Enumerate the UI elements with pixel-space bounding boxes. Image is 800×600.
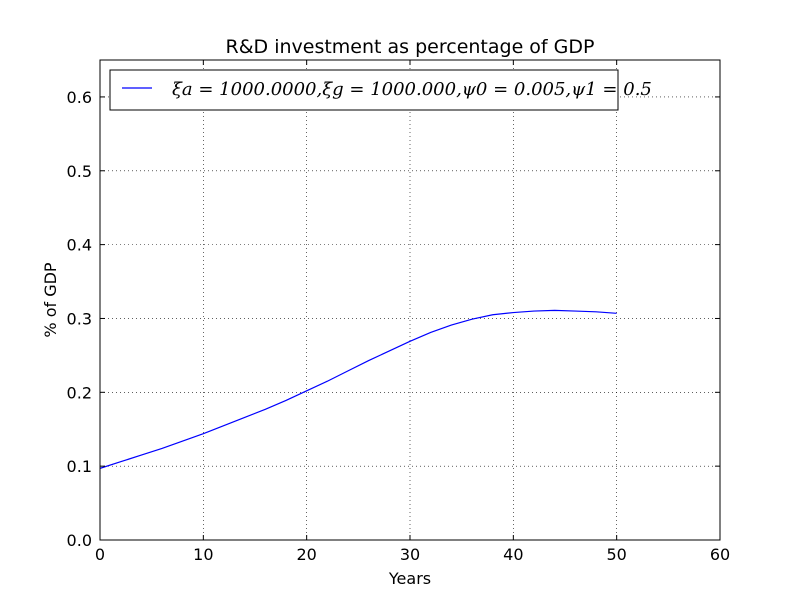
y-tick-label: 0.6: [67, 88, 92, 107]
x-tick-label: 0: [95, 545, 105, 564]
y-tick-label: 0.2: [67, 383, 92, 402]
x-tick-label: 50: [606, 545, 626, 564]
x-axis-label: Years: [388, 569, 431, 588]
x-tick-label: 20: [296, 545, 316, 564]
series-line: [99, 309, 617, 469]
legend: ξa = 1000.0000,ξg = 1000.000,ψ0 = 0.005,…: [109, 69, 652, 111]
chart-title: R&D investment as percentage of GDP: [226, 36, 595, 58]
y-axis-label: % of GDP: [41, 262, 60, 338]
y-tick-label: 0.1: [67, 457, 92, 476]
y-tick-label: 0.3: [67, 309, 92, 328]
legend-box: [109, 69, 619, 111]
x-tick-label: 10: [193, 545, 213, 564]
y-tick-label: 0.5: [67, 162, 92, 181]
y-tick-label: 0.4: [67, 236, 92, 255]
x-tick-label: 60: [710, 545, 730, 564]
legend-entry-label: ξa = 1000.0000,ξg = 1000.000,ψ0 = 0.005,…: [172, 79, 652, 100]
series-layer: [99, 309, 617, 469]
x-tick-label: 40: [503, 545, 523, 564]
ticks: 0 10 20 30 40 50 60 0.0 0.1 0.2 0.3 0.4 0.5 0.6: [67, 60, 730, 564]
grid: [99, 60, 721, 541]
x-tick-label: 30: [400, 545, 420, 564]
y-tick-label: 0.0: [67, 531, 92, 550]
